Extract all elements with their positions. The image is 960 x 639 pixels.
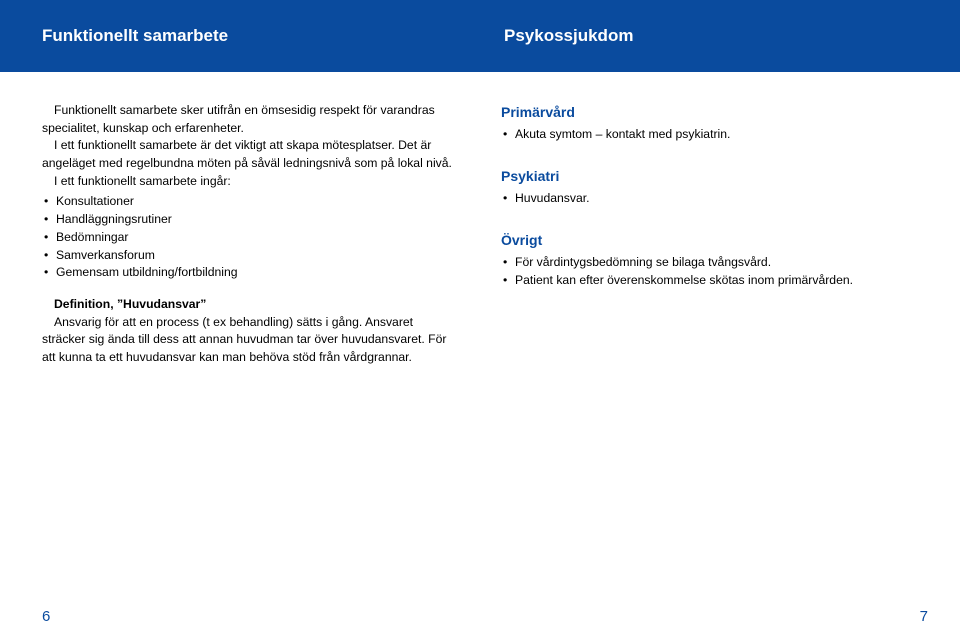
section-bullets: Akuta symtom – kontakt med psykiatrin. (501, 126, 918, 144)
list-item: Huvudansvar. (501, 190, 918, 208)
header-title-left: Funktionellt samarbete (0, 26, 498, 46)
definition-title: Definition, ”Huvudansvar” (42, 296, 459, 314)
samarbete-bullets: Konsultationer Handläggningsrutiner Bedö… (42, 193, 459, 281)
header-bar: Funktionellt samarbete Psykossjukdom (0, 0, 960, 72)
list-item: Bedömningar (42, 229, 459, 247)
list-item: Gemensam utbildning/fortbildning (42, 264, 459, 282)
content-area: Funktionellt samarbete sker utifrån en ö… (0, 72, 960, 367)
section-title: Psykiatri (501, 166, 918, 186)
page-number-right: 7 (920, 608, 928, 625)
list-item: Akuta symtom – kontakt med psykiatrin. (501, 126, 918, 144)
section-title: Övrigt (501, 230, 918, 250)
section-ovrigt: Övrigt För vårdintygsbedömning se bilaga… (501, 230, 918, 290)
section-bullets: För vårdintygsbedömning se bilaga tvångs… (501, 254, 918, 289)
page-number-left: 6 (42, 608, 50, 625)
list-item: Patient kan efter överenskommelse skötas… (501, 272, 918, 290)
list-item: Samverkansforum (42, 247, 459, 265)
definition-body: Ansvarig för att en process (t ex behand… (42, 314, 459, 367)
intro-para-3: I ett funktionellt samarbete ingår: (42, 173, 459, 191)
page-footer: 6 7 (0, 608, 960, 625)
list-item: Konsultationer (42, 193, 459, 211)
definition-block: Definition, ”Huvudansvar” Ansvarig för a… (42, 296, 459, 367)
intro-para-2: I ett funktionellt samarbete är det vikt… (42, 137, 459, 172)
header-title-right: Psykossjukdom (498, 26, 960, 46)
right-column: Primärvård Akuta symtom – kontakt med ps… (495, 102, 926, 367)
section-psykiatri: Psykiatri Huvudansvar. (501, 166, 918, 208)
list-item: För vårdintygsbedömning se bilaga tvångs… (501, 254, 918, 272)
section-title: Primärvård (501, 102, 918, 122)
section-primarvard: Primärvård Akuta symtom – kontakt med ps… (501, 102, 918, 144)
section-bullets: Huvudansvar. (501, 190, 918, 208)
intro-para-1: Funktionellt samarbete sker utifrån en ö… (42, 102, 459, 137)
list-item: Handläggningsrutiner (42, 211, 459, 229)
left-column: Funktionellt samarbete sker utifrån en ö… (42, 102, 495, 367)
